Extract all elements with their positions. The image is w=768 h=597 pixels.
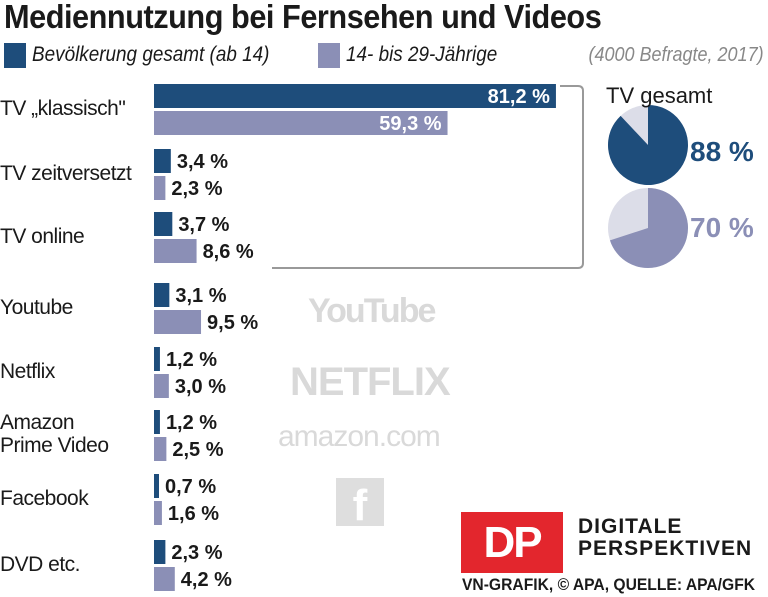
bar-gesamt — [154, 283, 170, 307]
survey-note: (4000 Befragte, 2017) — [588, 44, 764, 66]
bar-gesamt — [154, 410, 160, 434]
category-label: TV „klassisch" — [0, 97, 126, 120]
legend-swatch-jung — [317, 42, 340, 68]
legend-swatch-gesamt — [4, 42, 26, 68]
bar-jung — [154, 310, 202, 334]
data-label: 81,2 % — [488, 86, 550, 108]
bar-gesamt — [154, 347, 160, 371]
bar-jung — [154, 176, 166, 200]
bar-gesamt — [154, 474, 159, 498]
brand-line-2: PERSPEKTIVEN — [578, 537, 753, 560]
category-label: Amazon Prime Video — [0, 411, 109, 457]
data-label: 1,6 % — [168, 503, 219, 525]
data-label: 3,1 % — [175, 285, 226, 307]
data-label: 9,5 % — [207, 312, 258, 334]
data-label: 3,7 % — [178, 214, 229, 236]
brand-line-1: DIGITALE — [578, 515, 683, 538]
bar-jung — [154, 567, 175, 591]
category-label: TV online — [0, 225, 85, 248]
legend-label-gesamt: Bevölkerung gesamt (ab 14) — [32, 43, 270, 66]
category-label: Netflix — [0, 360, 55, 383]
pie-title: TV gesamt — [606, 83, 713, 108]
bar-gesamt — [154, 149, 171, 173]
pie-label-gesamt: 88 % — [690, 136, 754, 167]
category-label: TV zeitversetzt — [0, 162, 132, 185]
pie-slice — [608, 105, 688, 185]
data-label: 3,0 % — [175, 376, 226, 398]
pie-label-jung: 70 % — [690, 212, 754, 243]
facebook-watermark: f — [336, 478, 384, 530]
chart-title: Mediennutzung bei Fernsehen und Videos — [4, 0, 602, 35]
data-label: 59,3 % — [379, 113, 441, 135]
data-label: 1,2 % — [166, 412, 217, 434]
bracket-line — [272, 85, 584, 269]
bar-gesamt — [154, 540, 166, 564]
brand-name: DIGITALE PERSPEKTIVEN — [578, 516, 752, 560]
data-label: 1,2 % — [166, 349, 217, 371]
legend: Bevölkerung gesamt (ab 14) 14- bis 29-Jä… — [4, 42, 536, 68]
netflix-watermark: NETFLIX — [290, 360, 451, 404]
bar-gesamt — [154, 212, 173, 236]
data-label: 2,5 % — [172, 439, 223, 461]
amazon-watermark: amazon.com — [278, 420, 441, 453]
legend-label-jung: 14- bis 29-Jährige — [345, 43, 498, 66]
category-label: DVD etc. — [0, 553, 81, 576]
data-label: 8,6 % — [203, 241, 254, 263]
bar-jung — [154, 437, 167, 461]
dp-logo: DP — [461, 512, 563, 573]
bar-gesamt — [154, 84, 556, 108]
youtube-watermark: YouTube — [308, 292, 436, 330]
bar-jung — [154, 239, 197, 263]
category-label: Facebook — [0, 487, 89, 510]
data-label: 4,2 % — [181, 569, 232, 591]
pie-slice — [609, 188, 689, 268]
data-label: 3,4 % — [177, 151, 228, 173]
data-label: 2,3 % — [171, 178, 222, 200]
bar-jung — [154, 374, 169, 398]
data-label: 2,3 % — [171, 542, 222, 564]
data-label: 0,7 % — [165, 476, 216, 498]
category-label: Youtube — [0, 296, 73, 319]
bar-jung — [154, 501, 162, 525]
bar-jung — [154, 111, 448, 135]
source-credit: VN-GRAFIK, © APA, QUELLE: APA/GFK — [462, 575, 756, 594]
